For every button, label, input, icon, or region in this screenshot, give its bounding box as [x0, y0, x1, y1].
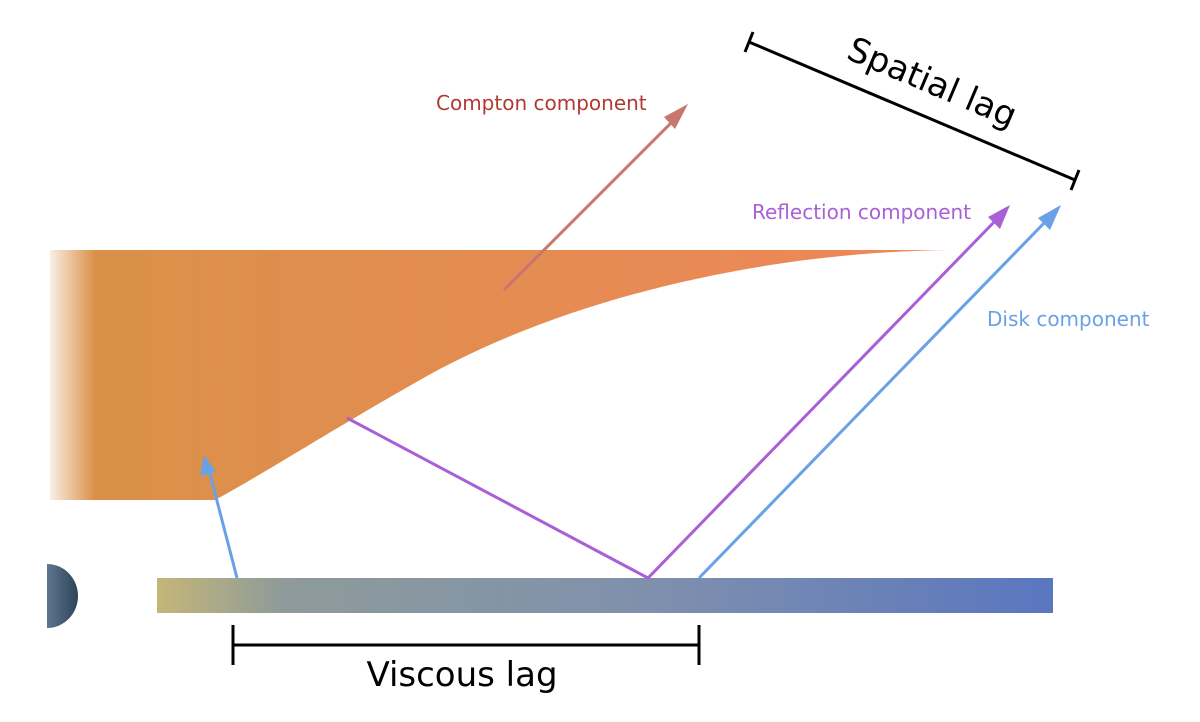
seed-photon-arrow [200, 455, 239, 579]
compton-arrow [502, 104, 688, 292]
disk-arrow [697, 205, 1061, 580]
corona-fade-edge [50, 250, 95, 500]
disk-label: Disk component [987, 307, 1150, 331]
accretion-disk [157, 578, 1053, 613]
corona [50, 250, 950, 500]
viscous-lag-bracket [231, 625, 701, 665]
reflection-arrow [346, 205, 1010, 580]
corona-shape [50, 250, 950, 500]
viscous-lag-label: Viscous lag [366, 655, 557, 695]
compton-label: Compton component [436, 91, 647, 115]
black-hole [47, 564, 78, 628]
reflection-label: Reflection component [752, 200, 971, 224]
spatial-lag-bracket [743, 31, 1081, 191]
